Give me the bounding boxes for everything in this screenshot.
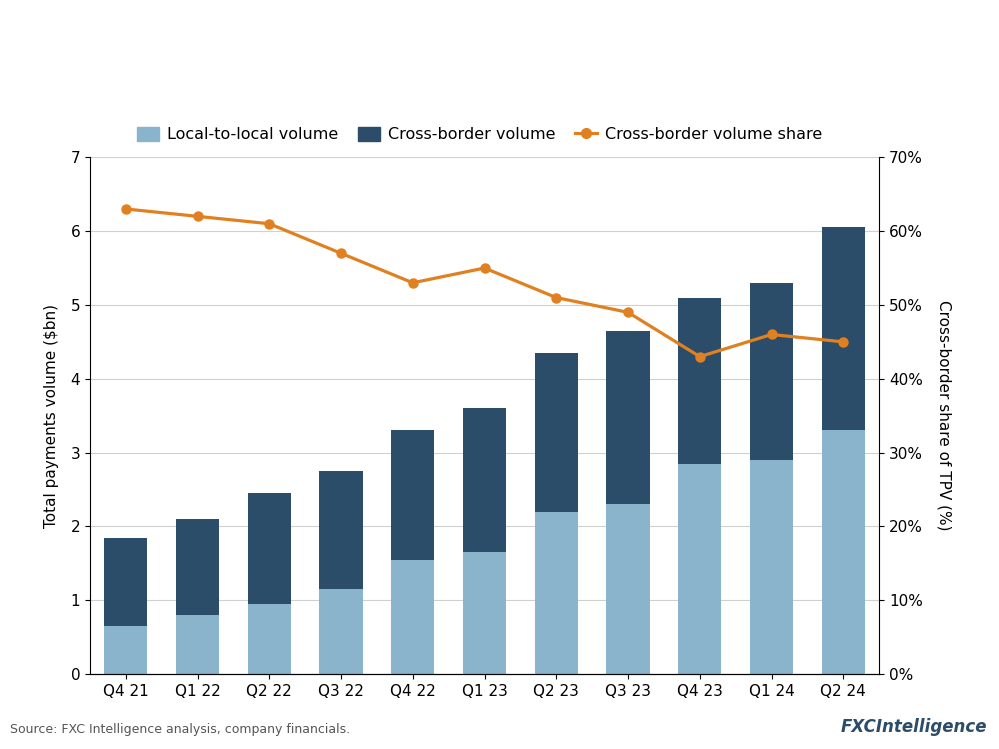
Bar	[678, 297, 721, 464]
Bar	[320, 471, 363, 589]
Legend: Local-to-local volume, Cross-border volume, Cross-border volume share: Local-to-local volume, Cross-border volu…	[131, 121, 828, 149]
Text: dLocal quarterly local-to-local and cross-border total payments volume: dLocal quarterly local-to-local and cros…	[13, 80, 654, 98]
Bar	[320, 589, 363, 674]
Text: Source: FXC Intelligence analysis, company financials.: Source: FXC Intelligence analysis, compa…	[10, 723, 350, 736]
Y-axis label: Total payments volume ($bn): Total payments volume ($bn)	[44, 303, 59, 528]
Bar	[248, 604, 291, 674]
Bar	[176, 519, 219, 615]
Bar	[392, 560, 435, 674]
Bar	[176, 615, 219, 674]
Text: FXCIntelligence: FXCIntelligence	[840, 718, 987, 736]
Bar	[750, 460, 793, 674]
Bar	[463, 552, 506, 674]
Bar	[463, 408, 506, 552]
Bar	[822, 431, 865, 674]
Y-axis label: Cross-border share of TPV (%): Cross-border share of TPV (%)	[937, 300, 952, 531]
Bar	[678, 464, 721, 674]
Bar	[392, 431, 435, 560]
Bar	[606, 331, 649, 504]
Bar	[822, 228, 865, 431]
Text: dLocal cross-border volume grows but share declines: dLocal cross-border volume grows but sha…	[13, 21, 851, 49]
Bar	[606, 504, 649, 674]
Bar	[750, 283, 793, 460]
Bar	[104, 626, 147, 674]
Bar	[534, 512, 577, 674]
Bar	[534, 353, 577, 512]
Bar	[248, 494, 291, 604]
Bar	[104, 538, 147, 626]
